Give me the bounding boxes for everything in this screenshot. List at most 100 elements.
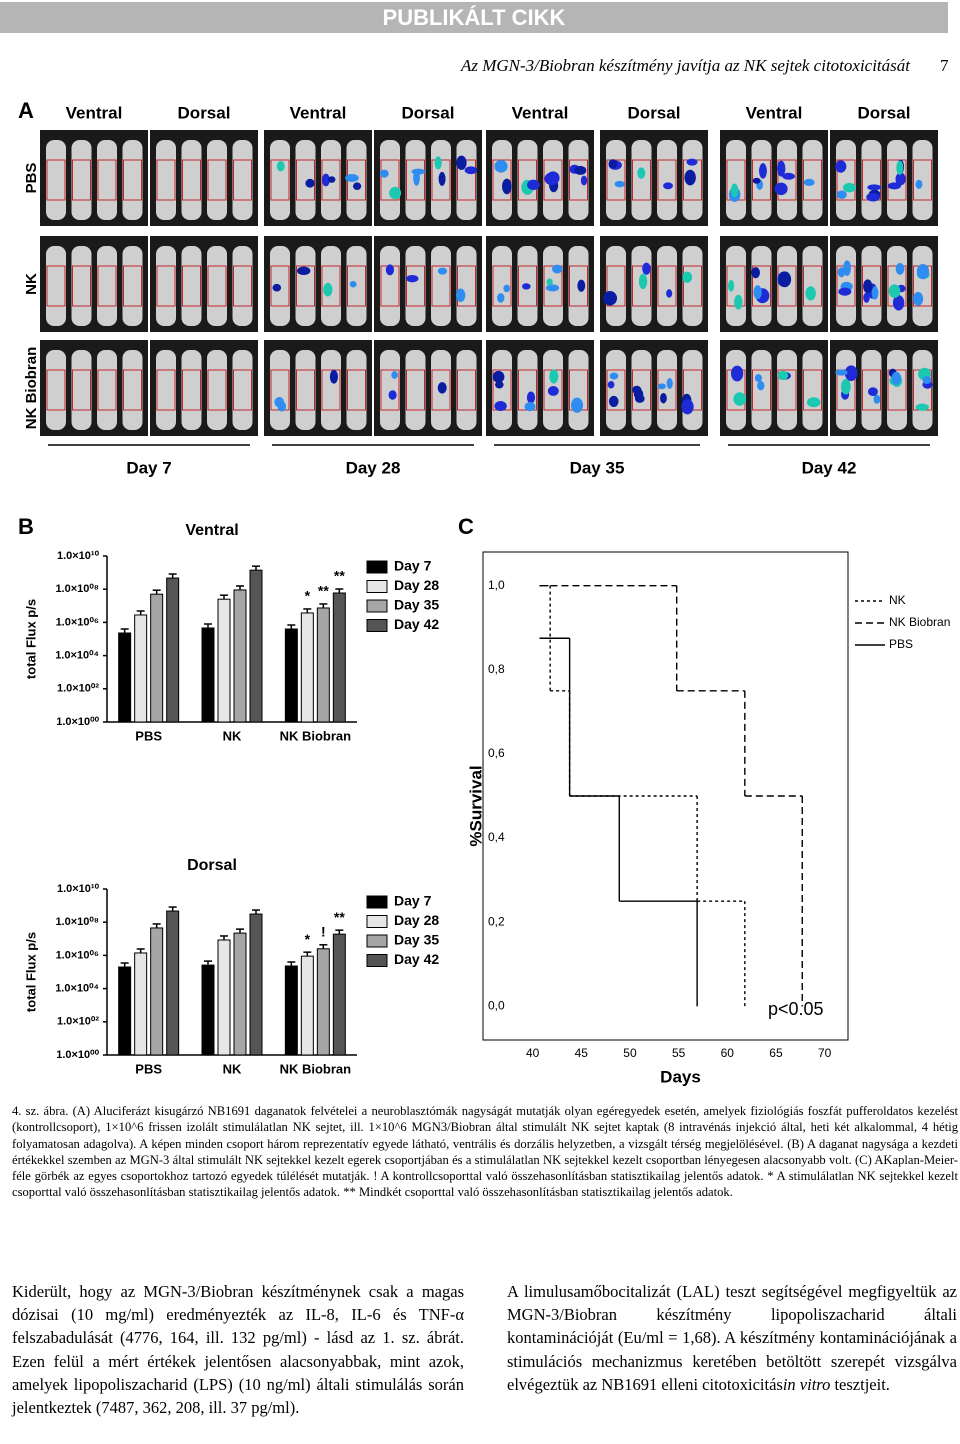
mouse xyxy=(97,350,117,430)
day-label: Day 7 xyxy=(126,458,171,477)
column-header: Dorsal xyxy=(178,103,231,122)
signal xyxy=(916,263,930,280)
legend-label: Day 28 xyxy=(394,912,439,928)
roi xyxy=(836,159,856,201)
signal xyxy=(544,172,559,186)
signal xyxy=(843,260,852,276)
signal xyxy=(663,182,674,190)
signal xyxy=(276,160,285,172)
signal xyxy=(296,266,311,276)
roi xyxy=(457,159,476,201)
roi xyxy=(606,159,626,201)
bar xyxy=(201,627,215,723)
signal xyxy=(913,291,924,306)
mouse xyxy=(777,350,797,430)
signal xyxy=(437,267,448,275)
roi xyxy=(569,159,588,201)
plot-frame xyxy=(482,551,849,1041)
roi xyxy=(683,265,702,307)
body-text: tesztjeit. xyxy=(830,1374,890,1394)
signal xyxy=(871,286,879,300)
chart-title: Dorsal xyxy=(187,857,237,874)
bar xyxy=(150,593,164,723)
bar xyxy=(150,927,164,1056)
roi xyxy=(296,265,315,307)
roi xyxy=(406,159,425,201)
roi xyxy=(657,369,677,411)
mouse xyxy=(46,246,66,326)
signal xyxy=(867,184,882,191)
mouse xyxy=(431,246,451,326)
body-italic: in vitro xyxy=(782,1374,831,1394)
legend-swatch xyxy=(366,580,388,593)
roi xyxy=(321,265,341,307)
mouse xyxy=(346,350,367,430)
roi xyxy=(406,265,425,307)
signal xyxy=(895,262,905,275)
signal xyxy=(835,369,848,376)
signal xyxy=(778,271,792,288)
signal xyxy=(806,397,821,408)
day-label: Day 42 xyxy=(802,458,857,477)
panel-label: C xyxy=(458,514,474,539)
x-tick-label: NK Biobran xyxy=(280,1061,352,1076)
signal xyxy=(455,288,466,302)
mouse xyxy=(97,246,117,326)
mouse xyxy=(207,140,227,220)
bar xyxy=(134,614,148,723)
signal xyxy=(388,390,397,400)
signal xyxy=(328,176,336,183)
signal xyxy=(352,182,362,191)
roi xyxy=(543,265,563,307)
roi xyxy=(207,369,227,411)
bar xyxy=(332,592,346,723)
column-header: Ventral xyxy=(512,103,569,122)
mouse xyxy=(751,246,772,326)
y-tick-label: 0,4 xyxy=(488,830,505,844)
column-header: Dorsal xyxy=(858,103,911,122)
mouse xyxy=(777,140,797,220)
signal xyxy=(759,163,767,179)
signal xyxy=(546,278,553,286)
y-tick-label: 1.0×10⁰² xyxy=(57,683,99,695)
mouse xyxy=(726,350,746,430)
mouse xyxy=(568,350,589,430)
roi xyxy=(492,159,512,201)
roi xyxy=(518,265,537,307)
legend-label: Day 7 xyxy=(394,893,432,909)
mouse xyxy=(456,350,477,430)
signal xyxy=(915,403,929,411)
mouse xyxy=(517,350,538,430)
signal xyxy=(777,160,786,177)
roi xyxy=(777,159,797,201)
signal xyxy=(730,365,744,382)
signal xyxy=(385,264,395,276)
roi xyxy=(97,265,117,307)
bar xyxy=(233,589,247,723)
signal xyxy=(642,262,651,275)
signal xyxy=(549,369,559,384)
y-axis-label: total Flux p/s xyxy=(23,599,38,679)
mouse xyxy=(321,350,341,430)
x-tick-label: 65 xyxy=(769,1046,783,1060)
mouse xyxy=(657,140,677,220)
mouse xyxy=(71,246,92,326)
signal xyxy=(840,379,851,395)
signal xyxy=(754,374,763,382)
roi xyxy=(492,265,512,307)
legend-label: Day 28 xyxy=(394,577,439,593)
signal xyxy=(866,192,881,202)
signal xyxy=(838,287,852,296)
roi xyxy=(46,159,66,201)
roi xyxy=(657,159,677,201)
roi xyxy=(406,369,425,411)
row-label: NK Biobran xyxy=(23,347,40,430)
signal xyxy=(752,177,761,184)
mouse xyxy=(492,350,512,430)
significance-mark: ** xyxy=(318,583,329,599)
banner: PUBLIKÁLT CIKK xyxy=(0,2,948,33)
signal xyxy=(863,292,870,303)
roi xyxy=(182,265,201,307)
